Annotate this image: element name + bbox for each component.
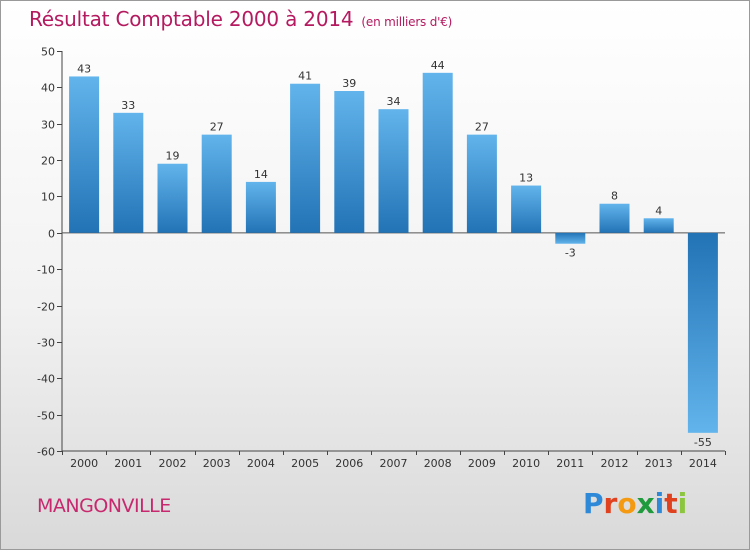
x-tick-label: 2005 [291,457,319,470]
y-tick-label: -30 [37,337,55,350]
x-tick-label: 2000 [70,457,98,470]
data-label-2007: 34 [387,95,401,108]
bar-2000 [69,76,100,233]
data-label-2008: 44 [431,59,445,72]
bar-2014 [687,232,718,433]
bar-2010 [511,185,542,233]
y-tick-label: 10 [41,191,55,204]
bar-2001 [113,112,144,233]
y-tick-label: -20 [37,301,55,314]
y-tick-label: -40 [37,373,55,386]
x-tick-label: 2003 [203,457,231,470]
bar-2002 [157,163,188,233]
data-label-2001: 33 [121,99,135,112]
x-tick-label: 2006 [335,457,363,470]
x-tick-label: 2013 [645,457,673,470]
data-label-2004: 14 [254,168,268,181]
bar-2007 [378,109,409,233]
data-label-2009: 27 [475,121,489,134]
x-tick-label: 2010 [512,457,540,470]
bar-2009 [466,134,497,233]
logo-letter: o [617,487,637,520]
y-tick-label: 0 [48,228,55,241]
x-tick-label: 2002 [159,457,187,470]
y-tick-label: 50 [41,46,55,59]
logo-letter: r [603,487,618,520]
town-name: MANGONVILLE [37,495,171,517]
data-label-2012: 8 [611,190,618,203]
proxiti-logo: Proxiti [583,487,687,520]
chart-subtitle: (en milliers d'€) [361,15,453,29]
data-label-2005: 41 [298,70,312,83]
data-label-2010: 13 [519,172,533,185]
x-tick-label: 2004 [247,457,275,470]
bar-2011 [555,232,586,244]
logo-letter: i [654,487,665,520]
chart-bars [69,72,718,433]
bar-2003 [201,134,232,233]
chart-title-text: Résultat Comptable 2000 à 2014 [29,7,354,31]
y-tick-label: -60 [37,446,55,459]
bar-2012 [599,203,630,233]
data-label-2000: 43 [77,62,91,75]
data-label-2014: -55 [694,436,712,449]
y-tick-label: 40 [41,82,55,95]
y-tick-label: 30 [41,119,55,132]
chart-title: Résultat Comptable 2000 à 2014 (en millie… [29,7,452,31]
x-tick-label: 2011 [556,457,584,470]
bar-2004 [245,181,276,233]
x-tick-label: 2008 [424,457,452,470]
bar-2005 [290,83,321,233]
logo-letter: t [664,487,678,520]
bar-2006 [334,91,365,233]
x-tick-label: 2007 [380,457,408,470]
x-tick-label: 2012 [601,457,629,470]
logo-letter: i [677,487,688,520]
x-tick-label: 2014 [689,457,717,470]
data-label-2011: -3 [565,247,576,260]
data-label-2002: 19 [166,150,180,163]
chart-data-labels: 43 33 19 27 14 41 39 34 44 27 13 -3 8 4 -55 [77,59,712,449]
data-label-2003: 27 [210,121,224,134]
y-tick-label: 20 [41,155,55,168]
logo-letter: P [583,487,604,520]
bar-2013 [643,218,674,233]
y-tick-label: -10 [37,264,55,277]
bar-2008 [422,72,453,233]
x-tick-label: 2009 [468,457,496,470]
data-label-2006: 39 [342,77,356,90]
logo-letter: x [636,487,655,520]
y-tick-label: -50 [37,410,55,423]
x-tick-label: 2001 [114,457,142,470]
data-label-2013: 4 [655,204,662,217]
